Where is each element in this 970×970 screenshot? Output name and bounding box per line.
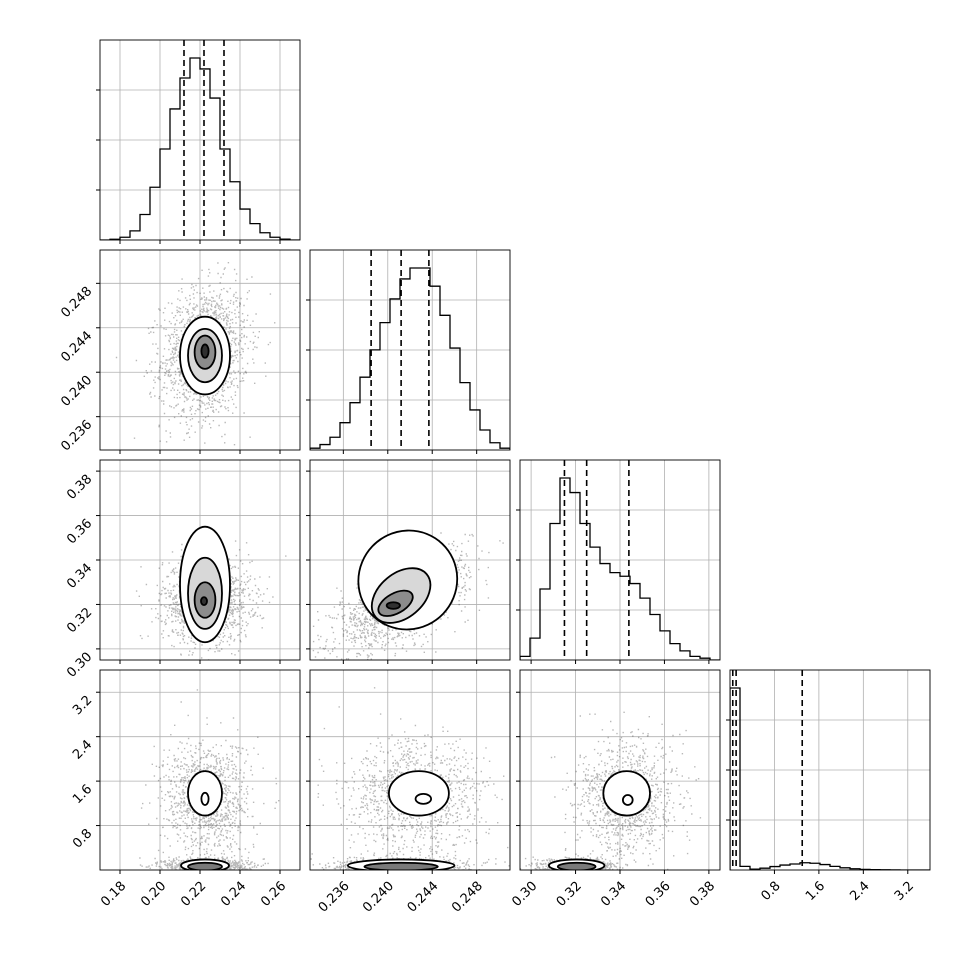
density-contour-3 (363, 861, 439, 870)
y-tick-label: 0.8 (70, 826, 95, 851)
x-tick-label: 0.22 (178, 879, 209, 910)
scatter-points (520, 711, 702, 870)
diag-panel-3 (726, 669, 931, 874)
x-tick-label: 2.4 (847, 879, 872, 904)
x-tick-label: 0.30 (509, 879, 540, 910)
y-tick-label: 3.2 (70, 693, 95, 718)
x-tick-label: 3.2 (892, 879, 917, 904)
density-contour-1 (200, 791, 210, 806)
diag-panel-body-0 (100, 40, 300, 240)
density-contour-0 (387, 770, 450, 817)
histogram-step-1 (310, 267, 510, 450)
diag-panel-1 (306, 249, 511, 454)
pair-panel-3-1 (306, 669, 511, 874)
pair-panel-2-0 (96, 459, 301, 664)
diag-panel-0 (96, 39, 301, 244)
diag-panel-body-3 (730, 670, 930, 870)
x-tick-label: 0.38 (687, 879, 718, 910)
x-tick-label: 0.8 (759, 879, 784, 904)
x-tick-label: 0.236 (316, 879, 353, 916)
x-tick-label: 1.6 (803, 879, 828, 904)
y-tick-label: 1.6 (70, 782, 95, 807)
pair-panel-2-1 (306, 459, 511, 664)
pair-panel-1-0 (96, 249, 301, 454)
density-contour-3 (385, 601, 401, 610)
density-contour-3 (200, 596, 208, 607)
histogram-step-0 (100, 57, 300, 240)
x-tick-label: 0.24 (218, 879, 249, 910)
density-contour-3 (187, 861, 223, 870)
y-tick-label: 0.36 (64, 516, 95, 547)
y-tick-label: 0.240 (58, 373, 95, 410)
density-contour-3 (556, 861, 597, 870)
pair-panel-body-3-2 (520, 670, 720, 870)
diag-panel-body-2 (520, 460, 720, 660)
pair-panel-body-1-0 (100, 250, 300, 450)
density-contour-0 (602, 770, 651, 817)
x-tick-label: 0.26 (258, 879, 289, 910)
x-tick-label: 0.34 (598, 879, 629, 910)
diag-panel-2 (516, 459, 721, 664)
x-tick-label: 0.20 (138, 879, 169, 910)
y-tick-label: 0.248 (58, 284, 95, 321)
density-contour-3 (200, 343, 210, 359)
y-tick-label: 0.236 (58, 417, 95, 454)
x-tick-label: 0.244 (405, 879, 442, 916)
y-tick-label: 0.32 (64, 605, 95, 636)
x-tick-label: 0.36 (643, 879, 674, 910)
scatter-points (139, 689, 280, 870)
density-contour-1 (621, 794, 634, 806)
pair-panel-body-2-0 (100, 460, 300, 660)
y-tick-label: 2.4 (70, 737, 95, 762)
pair-panel-3-2 (516, 669, 721, 874)
density-contour-1 (414, 792, 433, 805)
diag-panel-body-1 (310, 250, 510, 450)
y-tick-label: 0.38 (64, 472, 95, 503)
pair-panel-body-3-1 (310, 670, 510, 870)
x-tick-label: 0.32 (554, 879, 585, 910)
pair-panel-3-0 (96, 669, 301, 874)
histogram-step-2 (520, 477, 720, 660)
y-tick-label: 0.244 (58, 328, 95, 365)
x-tick-label: 0.248 (449, 879, 486, 916)
y-tick-label: 0.30 (64, 650, 95, 681)
histogram-step-3 (730, 687, 930, 870)
pair-panel-body-3-0 (100, 670, 300, 870)
x-tick-label: 0.18 (98, 879, 129, 910)
y-tick-label: 0.34 (64, 561, 95, 592)
pair-frame-3-1 (309, 669, 511, 871)
pair-panel-body-2-1 (310, 460, 510, 660)
x-tick-label: 0.240 (360, 879, 397, 916)
